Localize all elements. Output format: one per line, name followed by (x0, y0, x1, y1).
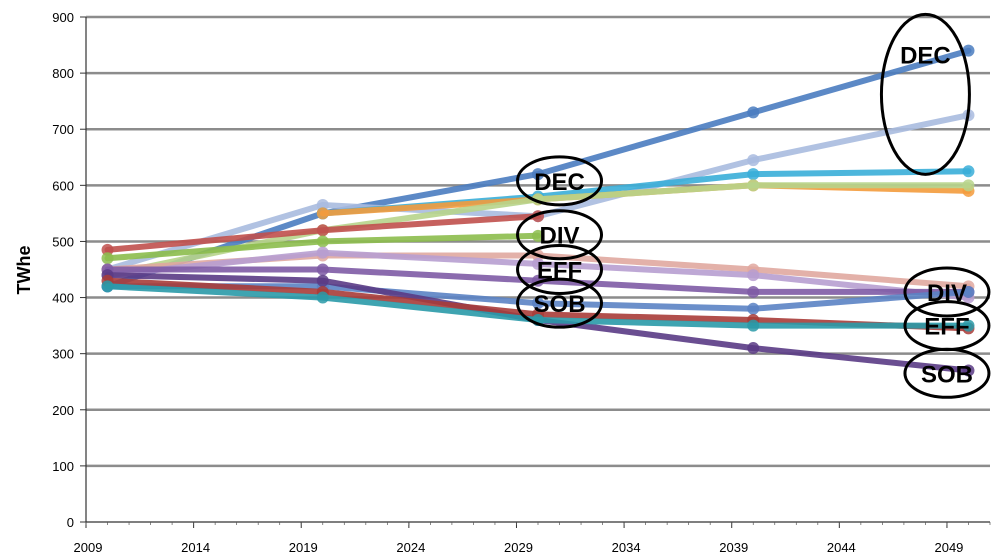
annotation-ellipse (879, 12, 971, 176)
annotation-label: SOB (921, 361, 973, 388)
data-point (316, 224, 329, 237)
data-point (316, 274, 329, 287)
y-tick-label: 800 (52, 66, 74, 81)
annotation-ellipse (516, 277, 604, 329)
data-point (316, 291, 329, 304)
data-point (962, 319, 975, 332)
x-tick-label: 2009 (74, 540, 103, 555)
data-point (962, 44, 975, 57)
data-point (747, 319, 760, 332)
annotation-ellipse (903, 266, 991, 318)
data-point (747, 269, 760, 282)
x-tick-label: 2034 (612, 540, 641, 555)
x-tick-label: 2049 (934, 540, 963, 555)
x-tick-label: 2039 (719, 540, 748, 555)
data-point (962, 364, 975, 377)
y-tick-label: 200 (52, 403, 74, 418)
y-axis-label: TWhe (14, 246, 34, 295)
y-tick-label: 0 (67, 515, 74, 530)
data-point (747, 179, 760, 192)
x-tick-label: 2019 (289, 540, 318, 555)
data-point (747, 106, 760, 119)
annotation-label: EFF (924, 314, 969, 341)
x-tick-label: 2024 (396, 540, 425, 555)
data-point (962, 179, 975, 192)
data-point (101, 252, 114, 265)
data-point (316, 198, 329, 211)
annotation-ellipse (516, 155, 604, 207)
data-point (316, 263, 329, 276)
annotation-label: DEC (900, 42, 951, 69)
data-point (316, 207, 329, 220)
annotation-ellipse (516, 209, 604, 261)
annotation-ellipse (903, 347, 991, 399)
y-tick-label: 500 (52, 234, 74, 249)
data-point (532, 229, 544, 242)
data-point (316, 235, 329, 248)
data-point (747, 285, 760, 298)
y-tick-label: 300 (52, 347, 74, 362)
data-point (101, 243, 114, 256)
data-point (532, 168, 544, 181)
annotation-ellipse (516, 244, 604, 295)
y-tick-label: 900 (52, 10, 74, 25)
data-point (962, 285, 975, 298)
data-point (747, 302, 760, 315)
y-tick-label: 100 (52, 459, 74, 474)
data-point (962, 165, 975, 178)
axes: 0 100 200 300 400 500 600 700 800 900 2009 2014 2019… (52, 10, 991, 555)
x-tick-label: 2044 (827, 540, 856, 555)
data-point (101, 280, 114, 293)
y-tick-label: 600 (52, 178, 74, 193)
data-point (747, 154, 760, 167)
data-point (747, 168, 760, 181)
data-point (316, 246, 329, 259)
y-tick-label: 700 (52, 122, 74, 137)
series-lines (101, 44, 975, 377)
x-tick-label: 2014 (181, 540, 210, 555)
y-tick-label: 400 (52, 291, 74, 306)
x-tick-label: 2029 (504, 540, 533, 555)
annotation-label: DEC (534, 169, 585, 196)
data-point (747, 342, 760, 355)
data-point (532, 297, 544, 310)
data-point (532, 257, 544, 270)
annotation-label: SOB (534, 291, 586, 318)
